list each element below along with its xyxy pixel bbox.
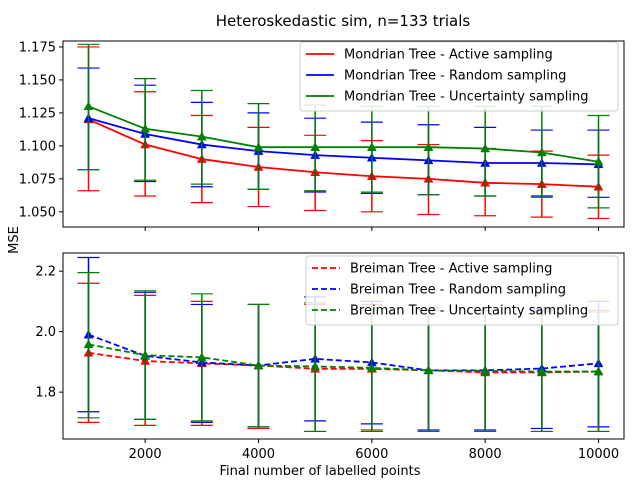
- y-tick-label: 2.0: [35, 325, 56, 340]
- series-2: [77, 43, 610, 209]
- data-point: [310, 142, 321, 151]
- data-point: [536, 366, 547, 376]
- series-line: [88, 117, 599, 166]
- y-tick-label: 2.2: [35, 265, 56, 280]
- top-panel: 1.050 1.075 1.100 1.125 1.150 1.175 Mondrian T…: [19, 40, 625, 231]
- legend-label: Mondrian Tree - Random sampling: [344, 69, 566, 84]
- legend-label: Breiman Tree - Random sampling: [350, 283, 566, 298]
- x-tick-label: 2000: [129, 447, 162, 462]
- data-point: [366, 362, 377, 372]
- series-line: [88, 351, 599, 374]
- data-point: [310, 361, 321, 371]
- plot-frame: [62, 40, 625, 228]
- legend: Breiman Tree - Active sampling Breiman Tr…: [305, 255, 619, 326]
- chart-title: Heteroskedastic sim, n=133 trials: [216, 12, 471, 30]
- legend-box: [299, 41, 619, 112]
- x-axis-label: Final number of labelled points: [220, 464, 421, 479]
- data-point: [140, 350, 151, 359]
- y-tick-label: 1.125: [19, 106, 56, 121]
- legend-label: Breiman Tree - Active sampling: [350, 262, 552, 277]
- legend-label: Mondrian Tree - Active sampling: [344, 48, 553, 63]
- y-tick-label: 1.075: [19, 172, 56, 187]
- y-tick-label: 1.150: [19, 73, 56, 88]
- data-point: [593, 156, 604, 166]
- data-point: [423, 365, 434, 375]
- data-point: [83, 339, 94, 349]
- data-point: [536, 147, 547, 157]
- series-line: [88, 105, 599, 163]
- x-tick-label: 8000: [469, 447, 502, 462]
- data-point: [83, 101, 94, 111]
- data-point: [423, 142, 434, 151]
- y-tick-label: 1.175: [19, 40, 56, 55]
- data-point: [253, 142, 264, 151]
- data-point: [480, 365, 491, 375]
- x-tick-label: 6000: [355, 447, 388, 462]
- y-axis-label: MSE: [7, 226, 22, 254]
- y-tick-label: 1.8: [35, 386, 56, 401]
- data-point: [593, 366, 604, 376]
- y-tick-label: 1.050: [19, 205, 56, 220]
- data-point: [366, 142, 377, 151]
- series-line: [88, 343, 599, 373]
- data-point: [140, 123, 151, 133]
- x-tick-label: 4000: [242, 447, 275, 462]
- data-point: [480, 143, 491, 153]
- x-tick-label: 10000: [578, 447, 619, 462]
- data-point: [196, 352, 207, 362]
- legend-box: [305, 255, 619, 326]
- series-line: [88, 333, 599, 372]
- bottom-panel: 2000 4000 6000 8000 10000 1.8 2.0 2.2 Breiman Tr…: [35, 252, 625, 462]
- data-point: [196, 131, 207, 141]
- legend-label: Mondrian Tree - Uncertainty sampling: [344, 90, 588, 105]
- legend: Mondrian Tree - Active sampling Mondrian …: [299, 41, 619, 112]
- data-point: [253, 360, 264, 370]
- legend-label: Breiman Tree - Uncertainty sampling: [350, 304, 588, 319]
- plot-frame: [62, 252, 625, 440]
- series-line: [88, 118, 599, 188]
- plot-area: [77, 43, 610, 220]
- y-tick-label: 1.100: [19, 139, 56, 154]
